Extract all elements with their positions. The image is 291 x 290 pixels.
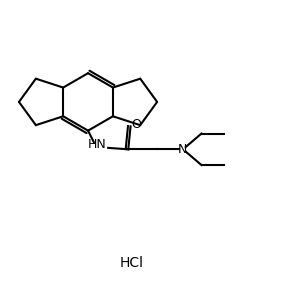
Text: HCl: HCl [119, 256, 143, 270]
Text: HN: HN [88, 138, 107, 151]
Text: O: O [131, 118, 141, 131]
Text: N: N [178, 143, 187, 156]
